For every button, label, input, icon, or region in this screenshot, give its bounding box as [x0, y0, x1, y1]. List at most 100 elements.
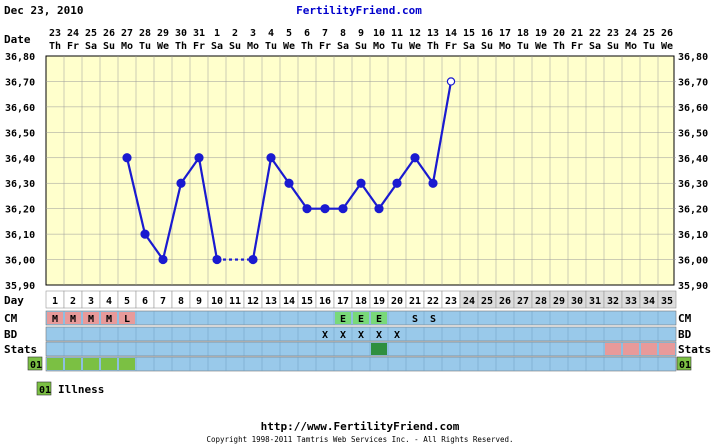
- date-tick-label: 3: [250, 28, 256, 39]
- day-number-label: 8: [178, 296, 184, 307]
- day-number-label: 4: [106, 296, 112, 307]
- cm-cell: [47, 312, 63, 324]
- day-number-label: 22: [427, 296, 439, 307]
- day-number-label: 6: [142, 296, 148, 307]
- y-tick-label: 36,50: [5, 128, 35, 139]
- day-number-label: 12: [247, 296, 259, 307]
- day-number-label: 32: [607, 296, 619, 307]
- series-segment: [360, 182, 380, 210]
- y-tick-label: 35,90: [5, 281, 35, 292]
- series-segment: [161, 182, 183, 260]
- day-number-label: 28: [535, 296, 547, 307]
- day-number-label: 3: [88, 296, 94, 307]
- weekday-tick-label: Th: [301, 41, 313, 52]
- date-tick-label: 21: [571, 28, 583, 39]
- y-tick-label: 36,40: [5, 154, 35, 165]
- date-tick-label: 6: [304, 28, 310, 39]
- date-columns: 23Th24Fr25Sa26Su27Mo28Tu29We30Th31Fr1Sa2…: [49, 28, 673, 52]
- data-rows: M M M M L E E E S S X X X X X: [45, 310, 677, 372]
- y-axis-right: 35,90 36,00 36,10 36,20 36,30 36,40 36,50 36,60…: [678, 52, 708, 292]
- cm-cell: [353, 312, 369, 324]
- weekday-tick-label: We: [661, 41, 673, 52]
- cm-value: S: [412, 314, 418, 325]
- day-number-label: 19: [373, 296, 385, 307]
- date-tick-label: 17: [499, 28, 511, 39]
- temperature-point-open: [446, 77, 456, 86]
- footer-url[interactable]: http://www.FertilityFriend.com: [261, 420, 460, 433]
- weekday-tick-label: Mo: [121, 41, 133, 52]
- stats-cell-menses: [623, 343, 639, 355]
- y-tick-label-right: 36,00: [678, 256, 708, 267]
- weekday-tick-label: Tu: [139, 41, 151, 52]
- temperature-point: [266, 153, 276, 163]
- cm-row-label: CM: [4, 312, 18, 325]
- date-tick-label: 11: [391, 28, 403, 39]
- date-tick-label: 8: [340, 28, 346, 39]
- date-tick-label: 31: [193, 28, 205, 39]
- brand-title[interactable]: FertilityFriend.com: [296, 4, 422, 17]
- day-number-label: 29: [553, 296, 565, 307]
- stats-cell-fertile: [371, 343, 387, 355]
- date-tick-label: 28: [139, 28, 151, 39]
- temperature-series: [122, 77, 456, 265]
- y-tick-label: 36,70: [5, 77, 35, 88]
- date-tick-label: 24: [625, 28, 637, 39]
- weekday-tick-label: Tu: [391, 41, 403, 52]
- y-tick-label-right: 36,10: [678, 230, 708, 241]
- bd-value: X: [340, 330, 346, 341]
- y-tick-label-right: 36,60: [678, 103, 708, 114]
- temperature-point: [356, 178, 366, 188]
- weekday-tick-label: Tu: [517, 41, 529, 52]
- stats-row-label-right: Stats: [678, 343, 711, 356]
- series-segment: [431, 81, 453, 184]
- legend-code: 01: [39, 385, 51, 396]
- bd-row-label: BD: [4, 328, 18, 341]
- day-number-label: 30: [571, 296, 583, 307]
- cm-cell: [119, 312, 135, 324]
- weekday-tick-label: Su: [481, 41, 493, 52]
- y-tick-label: 36,10: [5, 230, 35, 241]
- day-number-label: 7: [160, 296, 166, 307]
- date-tick-label: 10: [373, 28, 385, 39]
- day-number-label: 1: [52, 296, 58, 307]
- day-number-label: 31: [589, 296, 601, 307]
- weekday-tick-label: Mo: [625, 41, 637, 52]
- weekday-tick-label: Fr: [571, 41, 583, 52]
- date-tick-label: 29: [157, 28, 169, 39]
- day-cell: [657, 290, 677, 309]
- day-number-label: 24: [463, 296, 475, 307]
- day-number-label: 18: [355, 296, 367, 307]
- y-tick-label-right: 35,90: [678, 281, 708, 292]
- bd-value: X: [376, 330, 382, 341]
- weekday-tick-label: Su: [103, 41, 115, 52]
- bd-value: X: [394, 330, 400, 341]
- weekday-tick-label: Tu: [643, 41, 655, 52]
- series-segment: [270, 157, 290, 184]
- day-row-label: Day: [4, 294, 24, 307]
- date-tick-label: 24: [67, 28, 79, 39]
- date-tick-label: 16: [481, 28, 493, 39]
- temperature-point: [320, 204, 330, 214]
- series-segment: [396, 157, 416, 184]
- chart-date: Dec 23, 2010: [4, 4, 83, 17]
- weekday-tick-label: Fr: [319, 41, 331, 52]
- day-number-label: 10: [211, 296, 223, 307]
- weekday-tick-label: Fr: [67, 41, 79, 52]
- weekday-tick-label: Th: [175, 41, 187, 52]
- day-number-label: 2: [70, 296, 76, 307]
- custom-cell: [47, 358, 63, 370]
- weekday-tick-label: Th: [427, 41, 439, 52]
- day-number-label: 9: [196, 296, 202, 307]
- cm-value: L: [124, 314, 130, 325]
- series-segment: [251, 157, 273, 260]
- footer-copyright: Copyright 1998-2011 Tamtris Web Services…: [206, 435, 513, 444]
- series-segment: [414, 157, 434, 184]
- series-segment: [125, 157, 147, 235]
- weekday-tick-label: Th: [49, 41, 61, 52]
- day-number-label: 23: [445, 296, 457, 307]
- y-tick-label-right: 36,80: [678, 52, 708, 63]
- weekday-tick-label: We: [535, 41, 547, 52]
- weekday-tick-label: Th: [553, 41, 565, 52]
- series-segment: [197, 157, 219, 260]
- bd-value: X: [358, 330, 364, 341]
